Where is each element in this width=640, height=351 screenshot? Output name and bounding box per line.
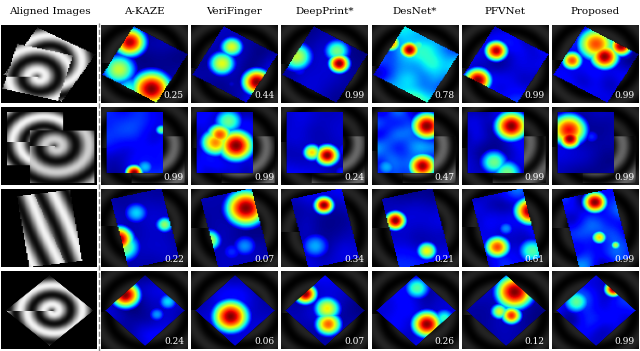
Text: 0.44: 0.44 [254, 91, 274, 100]
Text: 0.34: 0.34 [344, 255, 364, 264]
Text: VeriFinger: VeriFinger [207, 7, 262, 16]
Text: 0.99: 0.99 [344, 91, 364, 100]
Text: 0.07: 0.07 [254, 255, 274, 264]
Text: 0.47: 0.47 [434, 173, 454, 182]
Text: A-KAZE: A-KAZE [124, 7, 164, 16]
Text: 0.78: 0.78 [434, 91, 454, 100]
Text: 0.21: 0.21 [435, 255, 454, 264]
Text: 0.99: 0.99 [254, 173, 274, 182]
Text: 0.99: 0.99 [164, 173, 184, 182]
Text: 0.25: 0.25 [164, 91, 184, 100]
Text: DesNet*: DesNet* [392, 7, 437, 16]
Text: 0.24: 0.24 [344, 173, 364, 182]
Text: 0.99: 0.99 [614, 255, 635, 264]
Text: 0.61: 0.61 [524, 255, 545, 264]
Text: 0.99: 0.99 [524, 173, 545, 182]
Text: 0.12: 0.12 [525, 337, 545, 346]
Text: 0.99: 0.99 [614, 173, 635, 182]
Text: 0.24: 0.24 [164, 337, 184, 346]
Text: Proposed: Proposed [570, 7, 620, 16]
Text: 0.22: 0.22 [164, 255, 184, 264]
Text: Aligned Images: Aligned Images [9, 7, 90, 16]
Text: 0.99: 0.99 [614, 91, 635, 100]
Text: 0.99: 0.99 [524, 91, 545, 100]
Text: DeepPrint*: DeepPrint* [295, 7, 354, 16]
Text: 0.06: 0.06 [254, 337, 274, 346]
Text: 0.07: 0.07 [344, 337, 364, 346]
Text: 0.26: 0.26 [435, 337, 454, 346]
Text: 0.99: 0.99 [614, 337, 635, 346]
Text: PFVNet: PFVNet [484, 7, 525, 16]
